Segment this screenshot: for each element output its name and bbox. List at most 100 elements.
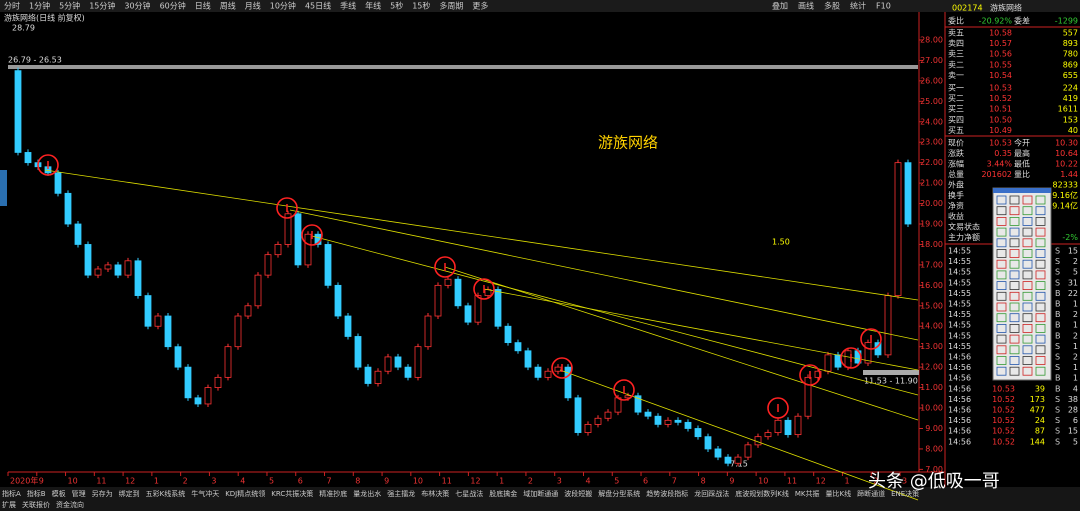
palette-tool[interactable] [996,216,1007,226]
palette-tool[interactable] [1035,259,1046,269]
palette-tool[interactable] [1009,345,1020,355]
palette-tool[interactable] [996,238,1007,248]
palette-tool[interactable] [1035,270,1046,280]
palette-tool[interactable] [996,323,1007,333]
palette-tool[interactable] [996,206,1007,216]
palette-tool[interactable] [1009,238,1020,248]
palette-tool[interactable] [996,345,1007,355]
palette-tool[interactable] [1009,281,1020,291]
indicator-tab[interactable]: 波段短搬 [564,489,592,498]
indicator-tab[interactable]: 精准抄底 [319,489,347,498]
palette-tool[interactable] [1035,366,1046,376]
indicator-tab[interactable]: 牛气冲天 [191,489,219,498]
palette-tool[interactable] [1009,195,1020,205]
palette-tool[interactable] [1022,216,1033,226]
period-tab[interactable]: 15分钟 [89,1,115,11]
palette-tool[interactable] [1009,302,1020,312]
palette-tool[interactable] [996,313,1007,323]
palette-tool[interactable] [1035,323,1046,333]
palette-tool[interactable] [1009,313,1020,323]
indicator-tab[interactable]: 模板 [52,489,66,498]
palette-tool[interactable] [1009,366,1020,376]
palette-tool[interactable] [1035,249,1046,258]
period-tab[interactable]: 45日线 [305,1,331,11]
indicator-tab[interactable]: 趋势波段指标 [646,489,688,498]
palette-tool[interactable] [996,334,1007,344]
palette-tool[interactable] [996,291,1007,301]
side-tab[interactable] [0,170,7,206]
palette-tool[interactable] [1035,313,1046,323]
palette-tool[interactable] [996,356,1007,365]
palette-tool[interactable] [996,259,1007,269]
palette-tool[interactable] [1022,281,1033,291]
period-tab[interactable]: 月线 [245,1,261,11]
palette-tool[interactable] [1035,216,1046,226]
indicator-tab[interactable]: 解盘分型系统 [598,489,640,498]
period-tab[interactable]: 多周期 [439,1,463,11]
palette-tool[interactable] [1022,206,1033,216]
palette-tool[interactable] [1009,259,1020,269]
palette-tool[interactable] [1035,195,1046,205]
palette-tool[interactable] [996,270,1007,280]
palette-tool[interactable] [1035,345,1046,355]
palette-tool[interactable] [1035,206,1046,216]
period-tab[interactable]: 5分钟 [59,1,80,11]
palette-tool[interactable] [1022,238,1033,248]
indicator-tab[interactable]: ENE决策 [891,489,919,498]
bottom-tab[interactable]: 资金流向 [56,500,84,509]
draw-palette[interactable] [992,187,1052,381]
bottom-tab[interactable]: 关联报价 [22,500,50,509]
palette-tool[interactable] [1009,291,1020,301]
palette-tool[interactable] [1035,291,1046,301]
palette-tool[interactable] [1009,249,1020,258]
palette-tool[interactable] [996,366,1007,376]
palette-tool[interactable] [1035,227,1046,237]
palette-tool[interactable] [1009,216,1020,226]
period-tab[interactable]: 1分钟 [29,1,50,11]
palette-tool[interactable] [1022,313,1033,323]
period-tab[interactable]: 5秒 [390,1,403,11]
palette-tool[interactable] [1009,206,1020,216]
palette-tool[interactable] [1035,356,1046,365]
palette-tool[interactable] [1022,366,1033,376]
period-tab[interactable]: 周线 [220,1,236,11]
indicator-tab[interactable]: 绑定到 [119,489,140,498]
bottom-tab[interactable]: 扩展 [2,500,16,509]
indicator-tab[interactable]: 指标A [2,489,21,498]
palette-tool[interactable] [1022,227,1033,237]
period-tab[interactable]: 60分钟 [160,1,186,11]
palette-tool[interactable] [1022,302,1033,312]
palette-tool[interactable] [1035,334,1046,344]
indicator-tab[interactable]: 布林决策 [421,489,449,498]
indicator-tab[interactable]: 龙回踩战法 [694,489,729,498]
indicator-tab[interactable]: 强主擂龙 [387,489,415,498]
period-tab[interactable]: 分时 [4,1,20,11]
indicator-tab[interactable]: 管理 [72,489,86,498]
period-tab[interactable]: 季线 [340,1,356,11]
palette-tool[interactable] [996,281,1007,291]
period-tab[interactable]: 年线 [365,1,381,11]
indicator-tab[interactable]: 指标B [27,489,46,498]
indicator-tab[interactable]: KDJ精点统领 [225,489,265,498]
indicator-tab[interactable]: 另存为 [92,489,113,498]
palette-tool[interactable] [996,249,1007,258]
palette-tool[interactable] [1035,281,1046,291]
palette-tool[interactable] [1035,238,1046,248]
palette-tool[interactable] [1022,345,1033,355]
palette-tool[interactable] [1022,270,1033,280]
indicator-tab[interactable]: MK共振 [795,489,820,498]
tool-button[interactable]: 多股 [824,1,840,11]
palette-tool[interactable] [1022,259,1033,269]
palette-tool[interactable] [1022,291,1033,301]
period-tab[interactable]: 10分钟 [270,1,296,11]
indicator-tab[interactable]: KRC共振决策 [271,489,313,498]
palette-tool[interactable] [1022,356,1033,365]
tool-button[interactable]: F10 [876,2,891,11]
tool-button[interactable]: 画线 [798,1,814,11]
period-tab[interactable]: 30分钟 [124,1,150,11]
indicator-tab[interactable]: 七星战法 [455,489,483,498]
tool-button[interactable]: 叠加 [772,1,788,11]
indicator-tab[interactable]: 底波规划数列K线 [735,489,789,498]
indicator-tab[interactable]: 股底擒金 [489,489,517,498]
palette-tool[interactable] [1009,334,1020,344]
